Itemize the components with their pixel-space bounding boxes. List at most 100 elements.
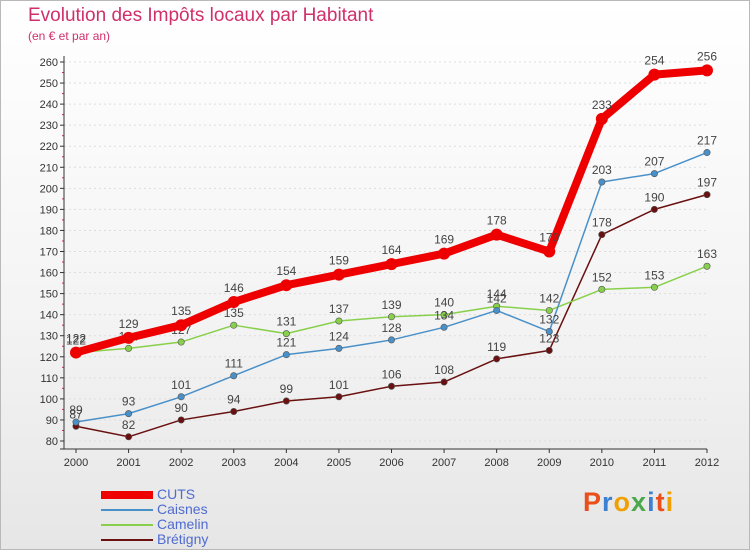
data-point [440, 311, 448, 319]
brand-logo: Proxiti [583, 487, 674, 518]
legend-label: Camelin [157, 516, 209, 532]
data-point [493, 306, 501, 314]
legend-item: CUTS [101, 486, 301, 502]
data-point [385, 258, 398, 271]
legend-item: Caisnes [101, 501, 301, 517]
data-point [122, 331, 135, 344]
data-point [335, 393, 343, 401]
x-tick-label: 2001 [116, 457, 140, 469]
chart-subtitle: (en € et par an) [28, 29, 111, 43]
y-tick-label: 210 [40, 162, 58, 174]
data-label: 197 [697, 176, 717, 190]
data-label: 207 [644, 155, 664, 169]
data-point [387, 382, 395, 390]
data-point [598, 178, 606, 186]
data-point [387, 313, 395, 321]
data-point [282, 397, 290, 405]
data-label: 169 [434, 233, 454, 247]
data-point [70, 346, 82, 359]
y-tick-label: 80 [46, 436, 58, 448]
data-point [438, 247, 451, 260]
data-label: 121 [276, 336, 296, 350]
data-point [227, 296, 240, 309]
data-label: 101 [329, 378, 349, 392]
data-label: 152 [592, 270, 612, 284]
data-point [230, 321, 238, 329]
data-label: 163 [697, 247, 717, 261]
data-point [332, 268, 345, 281]
data-point [125, 410, 133, 418]
data-point [650, 205, 658, 213]
y-tick-label: 220 [40, 141, 58, 153]
legend-swatch [101, 491, 153, 499]
data-label: 153 [644, 268, 664, 282]
data-label: 146 [224, 281, 244, 295]
data-label: 119 [487, 340, 506, 354]
y-tick-label: 120 [40, 352, 58, 364]
x-tick-label: 2010 [590, 457, 614, 469]
data-label: 135 [224, 306, 244, 320]
data-label: 190 [644, 190, 664, 204]
data-point [545, 328, 553, 336]
brand-letter: i [647, 487, 656, 517]
data-label: 122 [66, 334, 86, 348]
x-tick-label: 2009 [537, 457, 561, 469]
data-label: 178 [592, 216, 612, 230]
y-tick-label: 150 [40, 289, 58, 301]
y-tick-label: 170 [40, 247, 58, 259]
y-tick-label: 130 [40, 331, 58, 343]
x-tick-label: 2007 [432, 457, 456, 469]
data-label: 93 [122, 395, 136, 409]
y-tick-label: 240 [40, 99, 58, 111]
data-label: 142 [487, 291, 507, 305]
data-label: 89 [69, 403, 83, 417]
data-point [598, 285, 606, 293]
legend-item: Brétigny [101, 531, 301, 547]
data-point [650, 170, 658, 178]
y-tick-label: 260 [40, 57, 58, 69]
x-tick-label: 2002 [169, 457, 193, 469]
legend-label: Brétigny [157, 531, 209, 547]
data-label: 154 [276, 264, 296, 278]
data-label: 131 [276, 315, 296, 329]
data-point [282, 330, 290, 338]
legend-label: Caisnes [157, 501, 208, 517]
x-tick-label: 2003 [222, 457, 246, 469]
data-label: 164 [381, 243, 401, 257]
x-tick-label: 2012 [695, 457, 719, 469]
data-label: 233 [592, 98, 612, 112]
data-point [177, 393, 185, 401]
data-point [72, 418, 80, 426]
data-point [703, 262, 711, 270]
data-label: 159 [329, 254, 349, 268]
data-point [125, 344, 133, 352]
legend: CUTS Caisnes Camelin Brétigny [101, 486, 301, 547]
data-label: 94 [227, 393, 241, 407]
data-point [493, 355, 501, 363]
data-label: 135 [171, 304, 191, 318]
y-tick-label: 190 [40, 204, 58, 216]
data-label: 87 [69, 407, 83, 421]
y-tick-label: 160 [40, 268, 58, 280]
data-point [543, 245, 556, 258]
data-point [177, 416, 185, 424]
legend-label: CUTS [157, 486, 196, 502]
data-point [648, 68, 661, 81]
y-tick-label: 140 [40, 310, 58, 322]
data-label: 134 [434, 308, 454, 322]
data-label: 128 [381, 321, 401, 335]
data-label: 178 [487, 214, 507, 228]
legend-swatch [101, 509, 153, 511]
data-label: 123 [539, 331, 559, 345]
data-label: 82 [122, 418, 136, 432]
data-label: 254 [644, 54, 664, 68]
data-point [650, 283, 658, 291]
data-label: 137 [329, 302, 349, 316]
y-tick-label: 200 [40, 183, 58, 195]
x-tick-label: 2006 [379, 457, 403, 469]
brand-letter: P [583, 487, 603, 517]
data-point [490, 228, 503, 241]
legend-swatch [101, 524, 153, 526]
y-tick-label: 250 [40, 78, 58, 90]
